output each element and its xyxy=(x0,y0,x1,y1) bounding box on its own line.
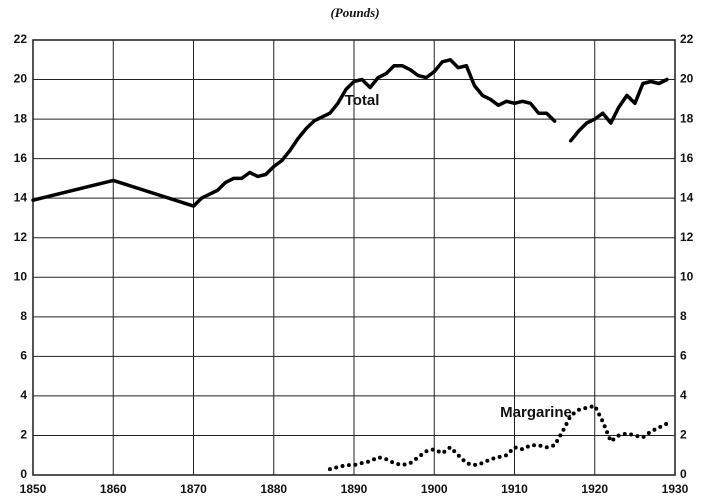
x-tick-label: 1860 xyxy=(100,482,127,496)
y2-tick-label: 6 xyxy=(680,349,687,363)
x-tick-label: 1870 xyxy=(180,482,207,496)
y2-tick-label: 0 xyxy=(680,467,687,481)
y2-tick-label: 2 xyxy=(680,428,687,442)
y2-tick-label: 18 xyxy=(680,111,694,125)
x-tick-label: 1930 xyxy=(662,482,689,496)
y-tick-label: 12 xyxy=(14,230,28,244)
y-tick-label: 14 xyxy=(14,190,28,204)
y2-tick-label: 12 xyxy=(680,230,694,244)
y2-tick-label: 22 xyxy=(680,32,694,46)
x-tick-label: 1920 xyxy=(581,482,608,496)
x-tick-label: 1850 xyxy=(20,482,47,496)
y-tick-label: 6 xyxy=(20,349,27,363)
y2-tick-label: 8 xyxy=(680,309,687,323)
y-tick-label: 20 xyxy=(14,72,28,86)
x-tick-label: 1880 xyxy=(260,482,287,496)
x-tick-label: 1900 xyxy=(421,482,448,496)
x-tick-label: 1890 xyxy=(341,482,368,496)
y2-tick-label: 20 xyxy=(680,72,694,86)
y-tick-label: 22 xyxy=(14,32,28,46)
series-line xyxy=(327,403,669,472)
series-line xyxy=(31,58,669,208)
series-label: Total xyxy=(345,92,380,109)
x-tick-label: 1910 xyxy=(501,482,528,496)
y2-tick-label: 16 xyxy=(680,151,694,165)
y-tick-label: 16 xyxy=(14,151,28,165)
y2-tick-label: 10 xyxy=(680,269,694,283)
y2-tick-label: 14 xyxy=(680,190,694,204)
series-label: Margarine xyxy=(500,404,572,421)
y-tick-label: 4 xyxy=(20,388,27,402)
y-tick-label: 0 xyxy=(20,467,27,481)
y-tick-label: 8 xyxy=(20,309,27,323)
y-tick-label: 2 xyxy=(20,428,27,442)
y2-tick-label: 4 xyxy=(680,388,687,402)
y-tick-label: 18 xyxy=(14,111,28,125)
y-tick-label: 10 xyxy=(14,269,28,283)
chart-title: (Pounds) xyxy=(330,5,379,20)
